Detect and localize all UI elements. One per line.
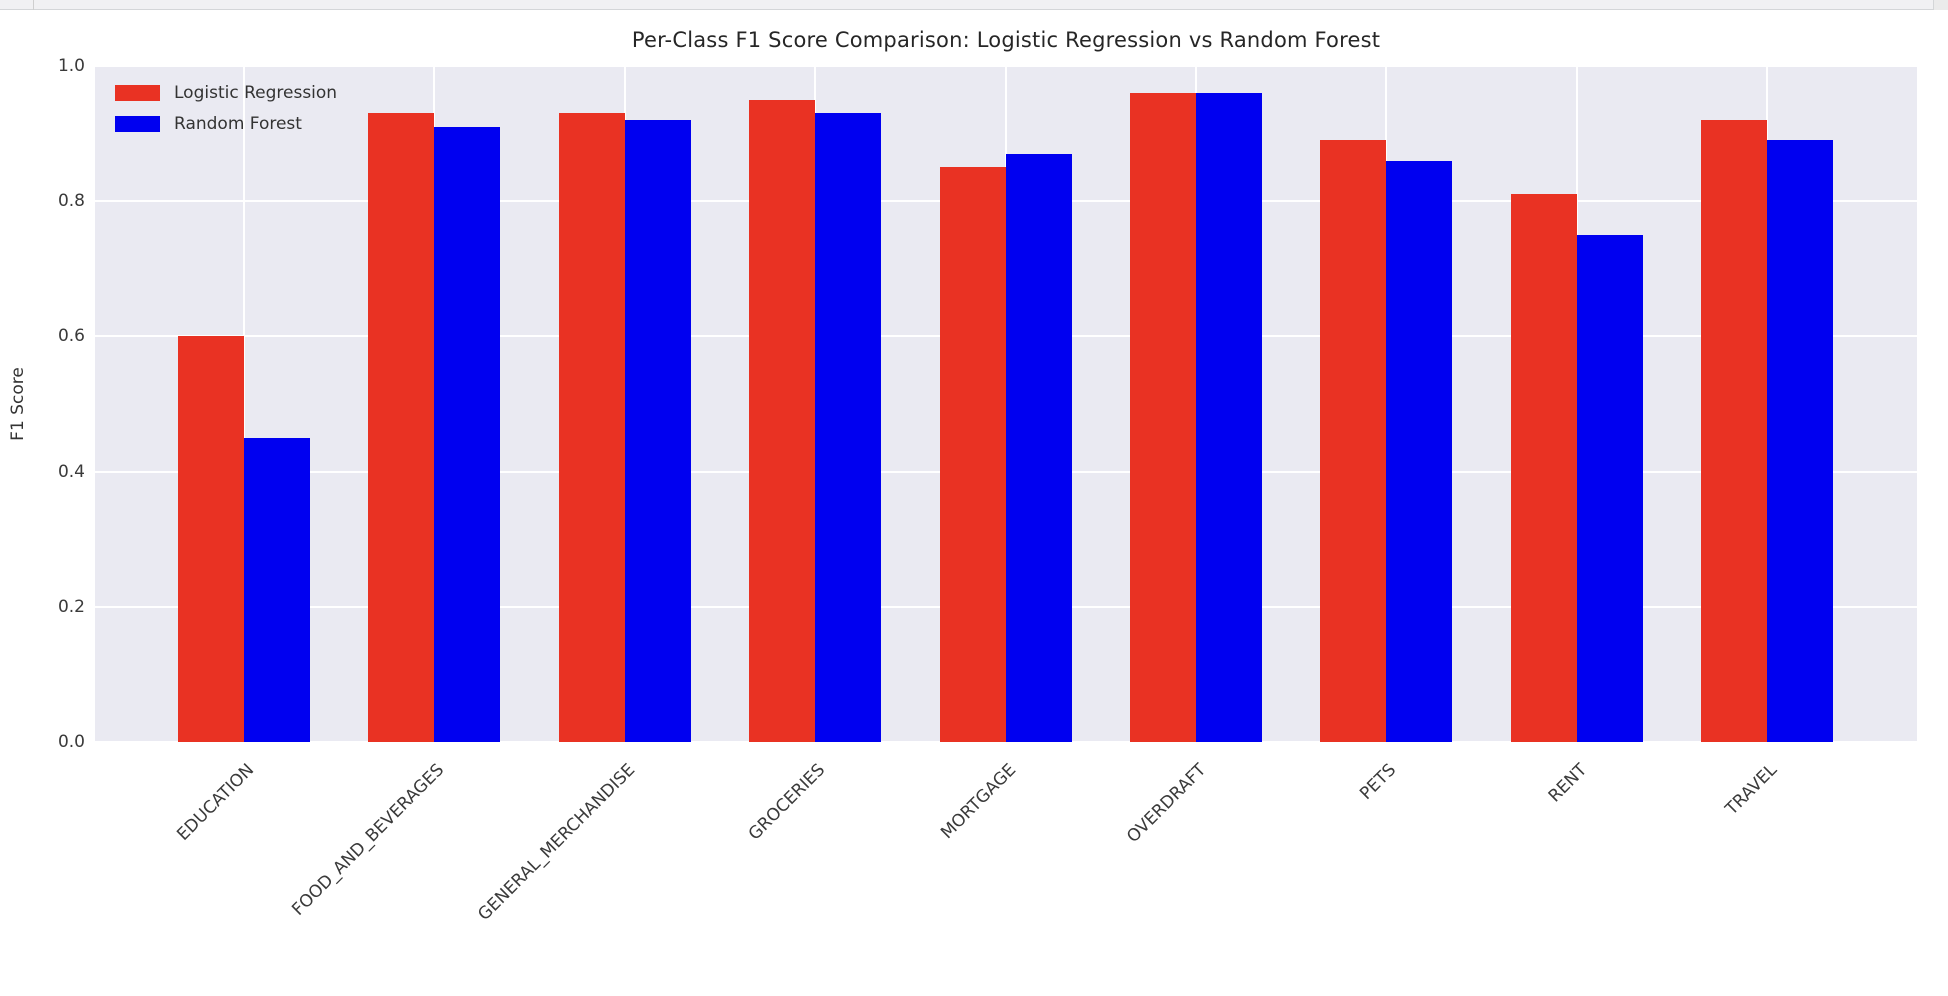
x-tick-label-pets: PETS bbox=[1356, 760, 1401, 804]
legend-row-logistic-regression: Logistic Regression bbox=[115, 82, 337, 104]
x-tick-label-general-merchandise: GENERAL_MERCHANDISE bbox=[474, 760, 639, 925]
bar-groceries-logistic-regression bbox=[749, 99, 816, 742]
bar-food-and-beverages-logistic-regression bbox=[368, 113, 435, 742]
y-tick-label-0.4: 0.4 bbox=[57, 461, 85, 482]
x-tick-label-food-and-beverages: FOOD_AND_BEVERAGES bbox=[288, 760, 449, 920]
bar-education-logistic-regression bbox=[177, 336, 244, 742]
gridline-h-0.0 bbox=[95, 741, 1917, 743]
x-tick-label-travel: TRAVEL bbox=[1722, 760, 1782, 820]
y-axis-label-text: F1 Score bbox=[8, 367, 28, 441]
bar-group-rent bbox=[1510, 66, 1643, 742]
bar-group-mortgage bbox=[939, 66, 1072, 742]
bar-group-food-and-beverages bbox=[368, 66, 501, 742]
x-tick-label-mortgage: MORTGAGE bbox=[936, 760, 1020, 844]
bar-food-and-beverages-random-forest bbox=[434, 126, 501, 742]
chart-figure: Per-Class F1 Score Comparison: Logistic … bbox=[0, 10, 1948, 996]
bar-education-random-forest bbox=[243, 437, 310, 742]
bar-overdraft-logistic-regression bbox=[1130, 93, 1197, 742]
bar-group-groceries bbox=[749, 66, 882, 742]
bar-group-overdraft bbox=[1130, 66, 1263, 742]
legend-swatch-logistic-regression bbox=[115, 85, 160, 101]
bar-groceries-random-forest bbox=[815, 113, 882, 742]
legend-row-random-forest: Random Forest bbox=[115, 113, 337, 135]
scrollbar-stub bbox=[1933, 0, 1948, 10]
x-tick-label-education: EDUCATION bbox=[173, 760, 259, 845]
legend-label-logistic-regression: Logistic Regression bbox=[174, 83, 338, 103]
bar-travel-logistic-regression bbox=[1701, 120, 1768, 742]
plot-area: Logistic Regression Random Forest bbox=[95, 65, 1917, 743]
x-tick-label-groceries: GROCERIES bbox=[744, 760, 830, 845]
chart-title: Per-Class F1 Score Comparison: Logistic … bbox=[631, 28, 1381, 52]
bar-rent-logistic-regression bbox=[1510, 194, 1577, 742]
x-axis-ticks: EDUCATION FOOD_AND_BEVERAGES GENERAL_MERCH… bbox=[95, 750, 1917, 990]
bar-mortgage-random-forest bbox=[1005, 153, 1072, 742]
bar-pets-logistic-regression bbox=[1320, 140, 1387, 742]
legend-swatch-random-forest bbox=[115, 116, 160, 132]
bar-group-general-merchandise bbox=[558, 66, 691, 742]
x-tick-label-overdraft: OVERDRAFT bbox=[1123, 760, 1211, 847]
y-tick-label-0.2: 0.2 bbox=[57, 596, 85, 617]
gridline-v-education bbox=[242, 66, 245, 742]
y-tick-label-1.0: 1.0 bbox=[57, 56, 85, 76]
bar-pets-random-forest bbox=[1386, 160, 1453, 742]
bar-group-education bbox=[177, 66, 310, 742]
bar-group-travel bbox=[1701, 66, 1834, 742]
bar-travel-random-forest bbox=[1767, 140, 1834, 742]
legend-label-random-forest: Random Forest bbox=[174, 114, 302, 134]
bar-mortgage-logistic-regression bbox=[939, 167, 1006, 742]
chrome-strip-divider bbox=[33, 0, 34, 10]
browser-chrome-strip bbox=[0, 0, 1933, 10]
bar-overdraft-random-forest bbox=[1196, 93, 1263, 742]
bar-rent-random-forest bbox=[1576, 235, 1643, 742]
y-axis-label: F1 Score bbox=[0, 66, 38, 742]
bar-group-pets bbox=[1320, 66, 1453, 742]
y-tick-label-0.0: 0.0 bbox=[57, 732, 85, 752]
x-tick-label-rent: RENT bbox=[1544, 760, 1592, 807]
y-tick-label-0.8: 0.8 bbox=[57, 191, 85, 212]
legend: Logistic Regression Random Forest bbox=[115, 82, 337, 144]
bar-general-merchandise-logistic-regression bbox=[558, 113, 625, 742]
y-tick-label-0.6: 0.6 bbox=[57, 326, 85, 347]
bar-general-merchandise-random-forest bbox=[624, 120, 691, 742]
